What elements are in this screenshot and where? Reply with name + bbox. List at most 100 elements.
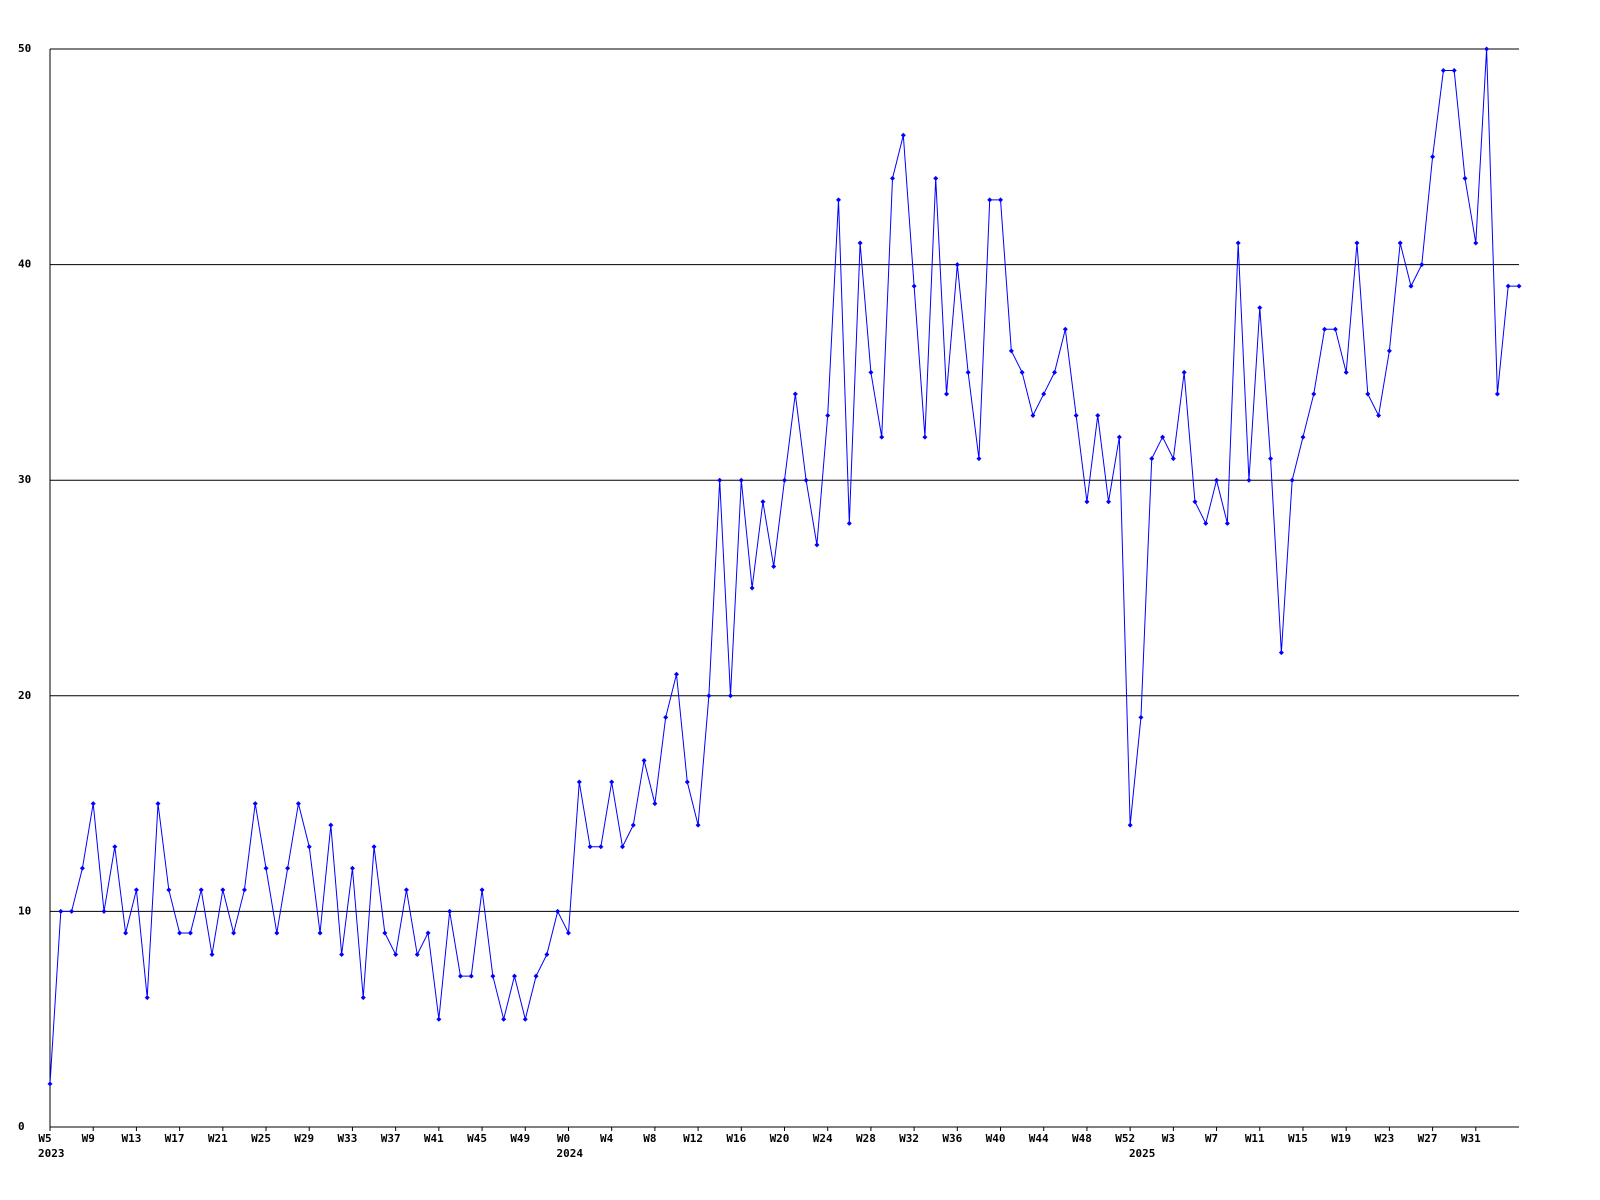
x-tick-label: W33 — [338, 1132, 358, 1145]
point-marker — [1246, 477, 1252, 483]
point-marker — [1505, 283, 1511, 289]
point-marker — [393, 952, 399, 958]
point-marker — [922, 434, 928, 440]
x-tick-label: W52 — [1115, 1132, 1135, 1145]
point-marker — [900, 132, 906, 138]
point-marker — [1149, 456, 1155, 462]
point-marker — [1386, 348, 1392, 354]
point-marker — [792, 391, 798, 397]
point-marker — [1289, 477, 1295, 483]
point-marker — [998, 197, 1004, 203]
point-marker — [166, 887, 172, 893]
point-marker — [295, 801, 301, 807]
x-tick-label: W24 — [813, 1132, 833, 1145]
x-tick-label: W28 — [856, 1132, 876, 1145]
point-marker — [479, 887, 485, 893]
y-tick-label: 20 — [18, 689, 31, 702]
point-marker — [1095, 413, 1101, 419]
point-marker — [727, 693, 733, 699]
point-marker — [1116, 434, 1122, 440]
point-marker — [1322, 326, 1328, 332]
point-marker — [1462, 175, 1468, 181]
y-tick-label: 10 — [18, 904, 31, 917]
x-tick-label: W17 — [165, 1132, 185, 1145]
point-marker — [1311, 391, 1317, 397]
point-marker — [490, 973, 496, 979]
point-marker — [1397, 240, 1403, 246]
point-marker — [1214, 477, 1220, 483]
point-marker — [944, 391, 950, 397]
point-marker — [1019, 369, 1025, 375]
point-marker — [1451, 68, 1457, 74]
y-tick-label: 40 — [18, 258, 31, 271]
x-tick-label: W48 — [1072, 1132, 1092, 1145]
point-marker — [144, 995, 150, 1001]
point-marker — [965, 369, 971, 375]
point-marker — [630, 822, 636, 828]
point-marker — [79, 865, 85, 871]
point-marker — [673, 671, 679, 677]
point-marker — [587, 844, 593, 850]
x-tick-label: W13 — [121, 1132, 141, 1145]
point-marker — [501, 1016, 507, 1022]
point-marker — [436, 1016, 442, 1022]
x-tick-label: W12 — [683, 1132, 703, 1145]
point-marker — [836, 197, 842, 203]
point-marker — [1235, 240, 1241, 246]
point-marker — [695, 822, 701, 828]
point-marker — [220, 887, 226, 893]
y-tick-label: 30 — [18, 473, 31, 486]
point-marker — [522, 1016, 528, 1022]
point-marker — [112, 844, 118, 850]
point-marker — [349, 865, 355, 871]
point-marker — [1365, 391, 1371, 397]
point-marker — [101, 908, 107, 914]
point-marker — [403, 887, 409, 893]
point-marker — [771, 563, 777, 569]
x-tick-label: W36 — [942, 1132, 962, 1145]
point-marker — [414, 952, 420, 958]
point-marker — [1224, 520, 1230, 526]
point-marker — [576, 779, 582, 785]
point-marker — [209, 952, 215, 958]
point-marker — [619, 844, 625, 850]
x-tick-label: W23 — [1374, 1132, 1394, 1145]
point-marker — [663, 714, 669, 720]
x-tick-label: W41 — [424, 1132, 444, 1145]
point-marker — [1332, 326, 1338, 332]
point-marker — [252, 801, 258, 807]
point-marker — [825, 413, 831, 419]
point-marker — [317, 930, 323, 936]
point-marker — [69, 908, 75, 914]
x-tick-label: W44 — [1029, 1132, 1049, 1145]
point-marker — [1160, 434, 1166, 440]
point-marker — [954, 262, 960, 268]
point-marker — [598, 844, 604, 850]
point-marker — [1106, 499, 1112, 505]
point-marker — [328, 822, 334, 828]
point-marker — [814, 542, 820, 548]
point-marker — [1473, 240, 1479, 246]
point-marker — [187, 930, 193, 936]
point-marker — [468, 973, 474, 979]
x-tick-label: W15 — [1288, 1132, 1308, 1145]
point-marker — [976, 456, 982, 462]
point-marker — [1257, 305, 1263, 311]
point-marker — [782, 477, 787, 483]
x-tick-label: W32 — [899, 1132, 919, 1145]
point-marker — [1181, 369, 1187, 375]
point-marker — [177, 930, 183, 936]
x-tick-label: W8 — [643, 1132, 656, 1145]
x-tick-label: W31 — [1461, 1132, 1481, 1145]
point-marker — [933, 175, 939, 181]
x-tick-label: W40 — [986, 1132, 1006, 1145]
x-tick-label: W27 — [1418, 1132, 1438, 1145]
point-marker — [133, 887, 139, 893]
point-marker — [1484, 46, 1490, 52]
point-marker — [749, 585, 755, 591]
point-marker — [1440, 68, 1446, 74]
point-marker — [1084, 499, 1090, 505]
point-marker — [1354, 240, 1360, 246]
y-tick-label: 0 — [18, 1120, 25, 1133]
x-tick-label: W9 — [82, 1132, 95, 1145]
